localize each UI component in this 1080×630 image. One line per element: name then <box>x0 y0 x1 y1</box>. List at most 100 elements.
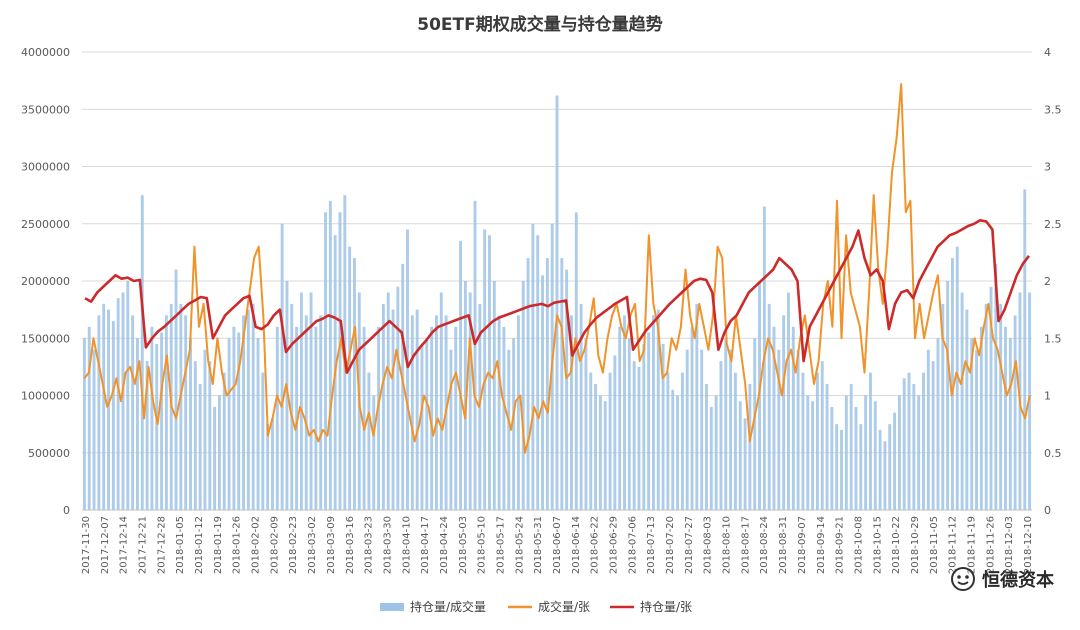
legend-label: 成交量/张 <box>538 599 590 614</box>
bar <box>970 338 974 510</box>
bar <box>815 372 819 510</box>
x-tick-label: 2018-06-29 <box>609 516 620 574</box>
bar <box>140 195 144 510</box>
bar <box>989 286 993 510</box>
x-tick-label: 2018-04-24 <box>439 516 450 574</box>
bar <box>613 355 617 510</box>
bar <box>637 366 641 510</box>
y-left-tick-label: 500000 <box>28 447 70 460</box>
bar <box>116 298 120 510</box>
bar <box>623 315 626 510</box>
bar <box>565 269 569 510</box>
bar <box>193 361 197 510</box>
bar <box>854 406 858 510</box>
bar <box>647 332 651 510</box>
x-tick-label: 2017-12-21 <box>138 516 149 574</box>
bar <box>213 406 217 510</box>
x-tick-label: 2018-08-10 <box>722 516 733 574</box>
y-right-tick-label: 3.5 <box>1044 103 1062 116</box>
bar <box>338 212 342 511</box>
x-tick-label: 2018-11-05 <box>929 516 940 574</box>
bar <box>772 326 776 510</box>
bar <box>955 246 959 510</box>
bar <box>483 229 487 510</box>
bar <box>922 372 925 510</box>
bar <box>420 343 424 510</box>
bar <box>661 343 665 510</box>
y-left-tick-label: 0 <box>63 504 70 517</box>
x-tick-label: 2018-06-07 <box>552 516 563 574</box>
bar <box>217 395 221 510</box>
bar <box>516 315 520 510</box>
bar <box>946 281 950 510</box>
bar <box>111 321 115 510</box>
bar <box>975 349 978 510</box>
x-tick-label: 2018-02-23 <box>288 516 299 574</box>
x-tick-label: 2018-04-17 <box>420 516 431 574</box>
bar <box>251 303 255 510</box>
bar <box>492 281 496 510</box>
x-tick-label: 2018-12-03 <box>1004 516 1015 574</box>
bar <box>242 315 245 510</box>
legend-label: 持仓量/成交量 <box>410 599 486 614</box>
bar <box>878 429 882 510</box>
legend-swatch <box>380 603 404 611</box>
bar <box>531 223 535 510</box>
bar <box>579 303 583 510</box>
bar <box>840 429 843 510</box>
bar <box>454 326 458 510</box>
series-line-2 <box>84 219 1031 374</box>
bar <box>931 361 935 510</box>
bar <box>782 315 786 510</box>
bar <box>145 361 149 510</box>
bar <box>391 309 395 510</box>
chart-title: 50ETF期权成交量与持仓量趋势 <box>417 15 663 35</box>
bar <box>917 395 921 510</box>
bar <box>1028 292 1032 510</box>
x-tick-label: 2018-08-03 <box>703 516 714 574</box>
bar <box>497 315 501 510</box>
bar <box>570 315 573 510</box>
bar <box>463 281 467 510</box>
x-tick-label: 2018-06-14 <box>571 516 582 574</box>
x-tick-label: 2018-08-31 <box>778 516 789 574</box>
x-tick-label: 2018-01-05 <box>175 516 186 574</box>
bar <box>314 326 318 510</box>
y-right-tick-label: 1.5 <box>1044 332 1062 345</box>
bar <box>295 326 299 510</box>
bar <box>999 303 1003 510</box>
bar <box>830 406 834 510</box>
bar <box>246 309 250 510</box>
bar <box>425 338 429 510</box>
bar <box>950 258 954 510</box>
x-tick-label: 2018-07-13 <box>646 516 657 574</box>
bar <box>864 395 868 510</box>
bar <box>473 200 477 510</box>
y-left-tick-label: 2000000 <box>21 275 70 288</box>
y-left-tick-label: 1000000 <box>21 390 70 403</box>
bar <box>526 258 530 510</box>
bar <box>459 240 462 511</box>
bar <box>926 349 930 510</box>
bar <box>676 395 680 510</box>
bar <box>705 384 708 510</box>
bar <box>608 372 612 510</box>
x-tick-label: 2017-12-07 <box>100 516 111 574</box>
bar <box>434 315 438 510</box>
bar <box>719 361 723 510</box>
bar <box>275 326 279 510</box>
x-tick-label: 2017-12-14 <box>119 516 130 574</box>
x-tick-label: 2018-03-09 <box>326 516 337 574</box>
x-tick-label: 2018-02-09 <box>269 516 280 574</box>
x-tick-label: 2018-09-07 <box>797 516 808 574</box>
bar <box>560 258 564 510</box>
x-tick-label: 2018-02-02 <box>251 516 262 574</box>
bar <box>439 292 443 510</box>
bar <box>873 401 877 510</box>
wechat-icon <box>951 567 975 591</box>
x-tick-label: 2018-01-26 <box>232 516 243 574</box>
x-tick-label: 2018-03-30 <box>382 516 393 574</box>
bar <box>377 326 381 510</box>
bar <box>941 303 945 510</box>
